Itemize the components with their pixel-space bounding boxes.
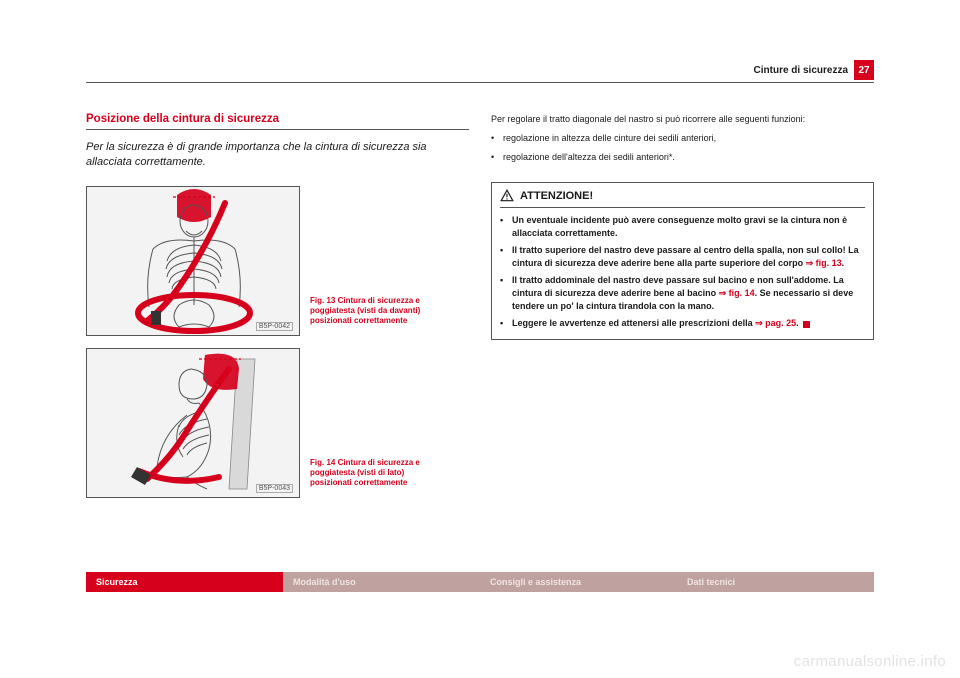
warning-box: ATTENZIONE! • Un eventuale incidente può… — [491, 182, 874, 339]
figure-14-code: B5P-0043 — [256, 484, 293, 493]
chapter-title: Cinture di sicurezza — [754, 65, 848, 76]
figure-14: B5P-0043 Fig. 14 Cintura di sicurezza e … — [86, 348, 469, 498]
two-column-layout: Posizione della cintura di sicurezza Per… — [86, 113, 874, 510]
bullet-1: • regolazione in altezza delle cinture d… — [491, 132, 874, 145]
warn-item-3-text: Il tratto addominale del nastro deve pas… — [512, 274, 865, 313]
running-header: Cinture di sicurezza 27 — [86, 60, 874, 80]
figure-13-image: B5P-0042 — [86, 186, 300, 336]
right-column: Per regolare il tratto diagonale del nas… — [491, 113, 874, 510]
bullet-1-text: regolazione in altezza delle cinture dei… — [503, 132, 716, 145]
figure-13-caption: Fig. 13 Cintura di sicurezza e poggiates… — [310, 296, 448, 336]
bullet-icon: • — [500, 317, 512, 330]
tab-consigli[interactable]: Consigli e assistenza — [480, 572, 677, 592]
header-rule — [86, 82, 874, 83]
bullet-icon: • — [500, 274, 512, 313]
bullet-icon: • — [491, 132, 503, 145]
xref-fig14: ⇒ fig. 14 — [719, 288, 755, 298]
warn-item-1-text: Un eventuale incidente può avere consegu… — [512, 214, 865, 240]
warning-triangle-icon — [500, 189, 514, 203]
warn-item-2-text: Il tratto superiore del nastro deve pass… — [512, 244, 865, 270]
warn-item-4-text: Leggere le avvertenze ed attenersi alle … — [512, 317, 810, 330]
tab-dati[interactable]: Dati tecnici — [677, 572, 874, 592]
bullet-icon: • — [500, 244, 512, 270]
figure-14-image: B5P-0043 — [86, 348, 300, 498]
warn-item-2: • Il tratto superiore del nastro deve pa… — [500, 244, 865, 270]
figure-14-caption: Fig. 14 Cintura di sicurezza e poggiates… — [310, 458, 448, 498]
bullet-icon: • — [500, 214, 512, 240]
left-column: Posizione della cintura di sicurezza Per… — [86, 113, 469, 510]
page-number: 27 — [854, 60, 874, 80]
warning-header: ATTENZIONE! — [500, 189, 865, 208]
tab-sicurezza[interactable]: Sicurezza — [86, 572, 283, 592]
warn-item-3: • Il tratto addominale del nastro deve p… — [500, 274, 865, 313]
xref-pag25: ⇒ pag. 25 — [755, 318, 796, 328]
bottom-tab-bar: Sicurezza Modalità d'uso Consigli e assi… — [86, 572, 874, 592]
lead-paragraph: Per la sicurezza è di grande importanza … — [86, 140, 469, 170]
figure-13: B5P-0042 Fig. 13 Cintura di sicurezza e … — [86, 186, 469, 336]
warn-item-1: • Un eventuale incidente può avere conse… — [500, 214, 865, 240]
bullet-2: • regolazione dell'altezza dei sedili an… — [491, 151, 874, 164]
page-content: Cinture di sicurezza 27 Posizione della … — [86, 60, 874, 618]
tab-modalita[interactable]: Modalità d'uso — [283, 572, 480, 592]
xref-fig13: ⇒ fig. 13 — [806, 258, 842, 268]
intro-text: Per regolare il tratto diagonale del nas… — [491, 113, 874, 126]
bullet-icon: • — [491, 151, 503, 164]
end-mark-icon — [803, 321, 810, 328]
figure-13-code: B5P-0042 — [256, 322, 293, 331]
watermark: carmanualsonline.info — [794, 653, 946, 670]
warn-item-4: • Leggere le avvertenze ed attenersi all… — [500, 317, 865, 330]
warning-title: ATTENZIONE! — [520, 190, 593, 202]
section-heading: Posizione della cintura di sicurezza — [86, 113, 469, 130]
bullet-2-text: regolazione dell'altezza dei sedili ante… — [503, 151, 675, 164]
